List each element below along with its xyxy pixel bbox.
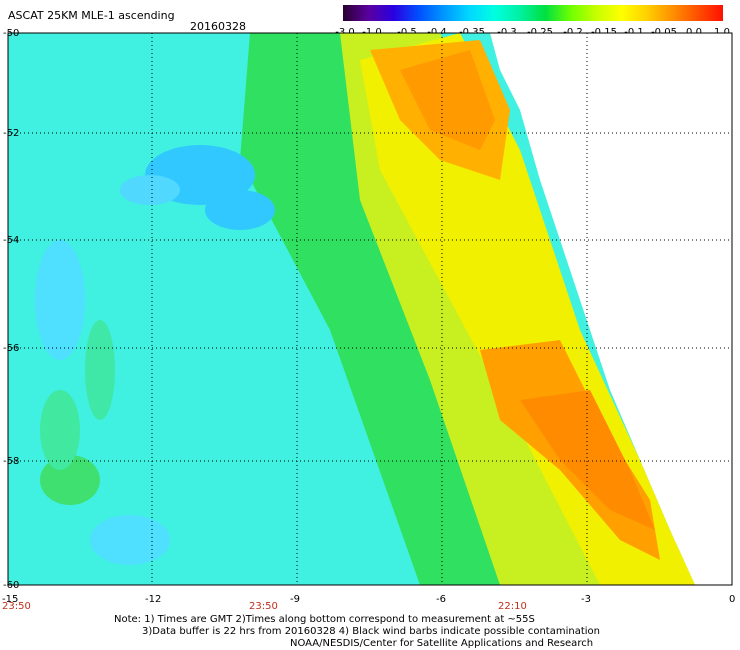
x-tick-label: -9 xyxy=(290,594,300,605)
x-tick-label: -12 xyxy=(145,594,161,605)
y-tick-label: -52 xyxy=(3,128,19,139)
graticule xyxy=(8,33,732,585)
note-line-2: 3)Data buffer is 22 hrs from 20160328 4)… xyxy=(142,626,600,637)
note-line-1: Note: 1) Times are GMT 2)Times along bot… xyxy=(114,614,535,625)
y-axis-labels: -50 -52 -54 -56 -58 -60 xyxy=(3,28,19,591)
x-tick-label: -3 xyxy=(581,594,591,605)
colorbar xyxy=(343,5,723,21)
x-tick-label: -15 xyxy=(2,594,18,605)
y-tick-label: -58 xyxy=(3,456,19,467)
time-label: 22:10 xyxy=(498,601,527,612)
x-tick-label: -6 xyxy=(436,594,446,605)
map-date: 20160328 xyxy=(190,20,246,33)
time-label: 23:50 xyxy=(249,601,278,612)
y-tick-label: -60 xyxy=(3,580,19,591)
x-tick-label: 0 xyxy=(729,594,735,605)
y-tick-label: -54 xyxy=(3,235,19,246)
map-frame xyxy=(7,32,733,586)
y-tick-label: -56 xyxy=(3,343,19,354)
time-label: 23:50 xyxy=(2,601,31,612)
time-labels: 23:50 23:50 22:10 xyxy=(2,601,527,612)
note-line-3: NOAA/NESDIS/Center for Satellite Applica… xyxy=(290,638,594,649)
x-axis-labels: -15 -12 -9 -6 -3 0 xyxy=(2,594,735,605)
y-tick-label: -50 xyxy=(3,28,19,39)
map-title: ASCAT 25KM MLE-1 ascending xyxy=(8,9,175,22)
